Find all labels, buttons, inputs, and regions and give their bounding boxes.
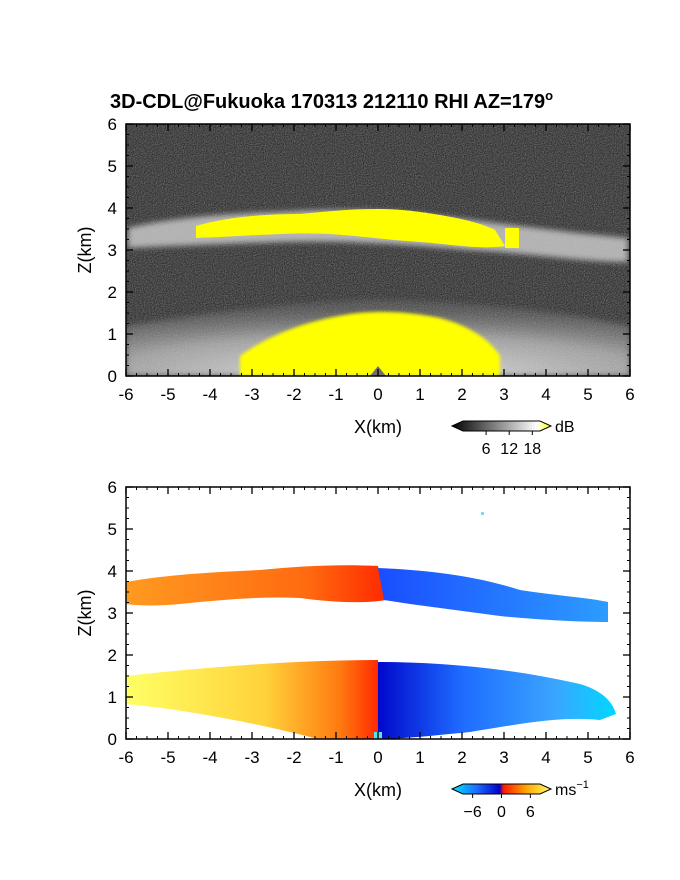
x-tick-label: -1	[328, 385, 343, 404]
colorbar-tick-label: −6	[464, 804, 482, 821]
chart-title: 3D-CDL@Fukuoka 170313 212110 RHI AZ=179o	[110, 88, 553, 113]
velocity-colorbar: −6 0 6 ms−1	[450, 779, 589, 821]
y-tick-label: 2	[108, 283, 117, 302]
x-tick-label: 6	[625, 385, 634, 404]
x-tick-label: -5	[160, 748, 175, 767]
velocity-colorbar-bar	[450, 783, 553, 795]
x-tick-label: 4	[541, 748, 550, 767]
velocity-axes: -6 -5 -4 -3 -2 -1 0 1 2 3 4 5 6 0 1 2 3 4 5 6	[108, 478, 635, 767]
x-tick-label: -6	[118, 748, 133, 767]
y-tick-label: 0	[108, 367, 117, 386]
x-tick-label: -3	[244, 385, 259, 404]
y-tick-label: 3	[108, 604, 117, 623]
y-tick-label: 4	[108, 562, 117, 581]
y-tick-label: 0	[108, 730, 117, 749]
x-tick-label: 0	[373, 385, 382, 404]
x-tick-label: -3	[244, 748, 259, 767]
y-tick-label: 6	[108, 115, 117, 134]
y-tick-label: 4	[108, 199, 117, 218]
chart-title-text: 3D-CDL@Fukuoka 170313 212110 RHI AZ=179	[110, 91, 545, 113]
velocity-colorbar-unit: ms−1	[555, 779, 589, 799]
velocity-ylabel: Z(km)	[75, 590, 95, 637]
x-tick-label: -2	[286, 385, 301, 404]
y-tick-label: 6	[108, 478, 117, 497]
x-tick-label: -5	[160, 385, 175, 404]
velocity-colorbar-unit-exponent: −1	[576, 779, 589, 791]
x-tick-label: 5	[583, 385, 592, 404]
x-tick-label: 2	[457, 748, 466, 767]
colorbar-tick-label: 0	[497, 804, 506, 821]
velocity-colorbar-unit-base: ms	[555, 782, 576, 799]
x-tick-label: 6	[625, 748, 634, 767]
intensity-colorbar-unit: dB	[555, 419, 575, 436]
y-tick-label: 1	[108, 688, 117, 707]
y-tick-label: 5	[108, 157, 117, 176]
velocity-xlabel: X(km)	[354, 780, 402, 800]
intensity-xlabel: X(km)	[354, 417, 402, 437]
y-tick-label: 1	[108, 325, 117, 344]
x-tick-label: 3	[499, 748, 508, 767]
x-tick-label: 4	[541, 385, 550, 404]
intensity-heatmap	[126, 124, 630, 376]
x-tick-label: 5	[583, 748, 592, 767]
x-tick-label: -4	[202, 748, 217, 767]
intensity-axes: -6 -5 -4 -3 -2 -1 0 1 2 3 4 5 6 0 1 2 3 4 5 6	[108, 115, 635, 404]
colorbar-tick-label: 6	[526, 804, 535, 821]
x-tick-label: 3	[499, 385, 508, 404]
y-tick-label: 5	[108, 520, 117, 539]
x-tick-label: -6	[118, 385, 133, 404]
y-tick-label: 2	[108, 646, 117, 665]
intensity-colorbar: 6 12 18 dB	[450, 419, 575, 458]
x-tick-label: 0	[373, 748, 382, 767]
colorbar-tick-label: 6	[482, 441, 491, 458]
intensity-colorbar-bar	[450, 420, 553, 432]
x-tick-label: 1	[415, 385, 424, 404]
chart-title-degree: o	[545, 88, 553, 103]
x-tick-label: -1	[328, 748, 343, 767]
x-tick-label: 1	[415, 748, 424, 767]
velocity-heatmap	[126, 487, 630, 739]
intensity-colorbar-ticks: 6 12 18	[482, 431, 541, 458]
x-tick-label: -4	[202, 385, 217, 404]
x-tick-label: -2	[286, 748, 301, 767]
y-tick-label: 3	[108, 241, 117, 260]
colorbar-tick-label: 18	[523, 441, 541, 458]
velocity-panel: -6 -5 -4 -3 -2 -1 0 1 2 3 4 5 6 0 1 2 3 4 5 6 X(km) Z(km) −…	[75, 478, 635, 821]
x-tick-label: 2	[457, 385, 466, 404]
colorbar-tick-label: 12	[500, 441, 518, 458]
intensity-ylabel: Z(km)	[75, 227, 95, 274]
velocity-colorbar-ticks: −6 0 6	[464, 794, 535, 821]
